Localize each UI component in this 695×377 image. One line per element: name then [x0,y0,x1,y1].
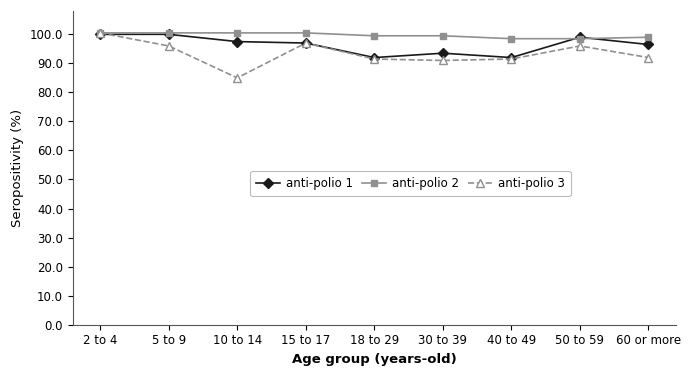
anti-polio 3 [439,58,447,63]
anti-polio 1 [644,42,653,47]
anti-polio 2 [370,34,379,38]
anti-polio 1 [575,35,584,40]
X-axis label: Age group (years-old): Age group (years-old) [292,353,457,366]
anti-polio 2 [96,31,104,35]
anti-polio 1 [370,55,379,60]
anti-polio 1 [439,51,447,55]
anti-polio 3 [165,44,173,48]
anti-polio 2 [644,35,653,40]
anti-polio 3 [233,76,241,80]
Legend: anti-polio 1, anti-polio 2, anti-polio 3: anti-polio 1, anti-polio 2, anti-polio 3 [250,171,571,196]
anti-polio 2 [507,37,516,41]
anti-polio 3 [370,57,379,61]
Line: anti-polio 2: anti-polio 2 [97,29,652,42]
anti-polio 2 [233,31,241,35]
anti-polio 1 [302,41,310,45]
anti-polio 2 [575,37,584,41]
anti-polio 3 [302,41,310,45]
anti-polio 3 [644,55,653,60]
anti-polio 2 [439,34,447,38]
Line: anti-polio 1: anti-polio 1 [97,31,652,61]
anti-polio 3 [96,31,104,35]
Line: anti-polio 3: anti-polio 3 [96,29,653,82]
anti-polio 1 [507,55,516,60]
anti-polio 1 [96,32,104,37]
anti-polio 3 [507,57,516,61]
Y-axis label: Seropositivity (%): Seropositivity (%) [11,109,24,227]
anti-polio 1 [233,39,241,44]
anti-polio 2 [165,31,173,35]
anti-polio 3 [575,44,584,48]
anti-polio 2 [302,31,310,35]
anti-polio 1 [165,32,173,37]
